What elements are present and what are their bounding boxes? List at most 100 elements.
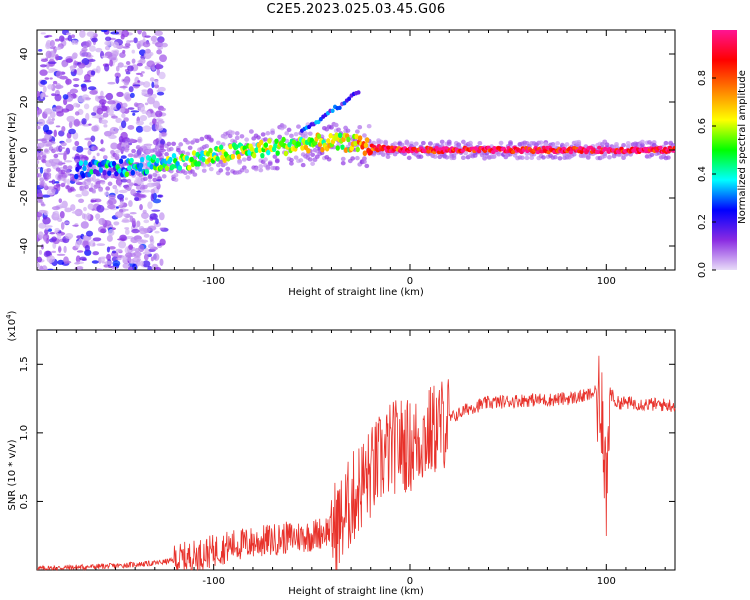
noise-cell	[128, 86, 134, 93]
halo-cell	[263, 137, 268, 142]
ridge-cell	[267, 138, 272, 144]
snr-x-ticks: -100 0 100	[36, 330, 666, 587]
noise-cell	[154, 61, 161, 65]
ridge-cell	[247, 149, 252, 156]
noise-cell	[123, 208, 129, 212]
halo-cell	[380, 152, 386, 157]
halo-cell	[62, 164, 68, 170]
noise-cell	[106, 253, 111, 261]
noise-cell	[63, 245, 67, 254]
noise-cell	[129, 212, 137, 215]
noise-cell	[91, 112, 97, 116]
ridge-cell	[251, 152, 257, 159]
halo-cell	[538, 140, 544, 145]
halo-cell	[131, 148, 136, 154]
halo-cell	[253, 167, 259, 172]
ridge-cell	[300, 145, 305, 151]
noise-cell	[107, 100, 116, 105]
ridge-cell	[89, 168, 94, 175]
noise-cell	[129, 40, 135, 43]
noise-cell	[58, 198, 63, 204]
y-tick-label: -20	[19, 190, 30, 206]
noise-cell	[131, 49, 136, 54]
noise-cell	[147, 88, 154, 96]
noise-cell	[107, 81, 116, 85]
snr-x-label: Height of straight line (km)	[288, 586, 424, 597]
noise-cell	[85, 230, 94, 237]
halo-cell	[289, 133, 294, 139]
noise-cell	[134, 196, 140, 202]
halo-cell	[241, 157, 247, 162]
noise-cell	[72, 78, 80, 82]
noise-cell	[129, 92, 135, 98]
noise-cell	[136, 62, 143, 67]
ridge-cell	[164, 165, 170, 172]
noise-cell	[44, 228, 49, 235]
ridge-cell	[275, 150, 280, 156]
noise-cell	[140, 71, 145, 74]
noise-cell	[54, 38, 60, 42]
noise-cell	[155, 110, 163, 118]
ridge-cell	[357, 135, 363, 141]
noise-cell	[75, 145, 84, 153]
noise-cell	[71, 34, 76, 39]
noise-cell	[155, 63, 161, 70]
noise-cell	[124, 228, 130, 235]
noise-cell	[146, 182, 156, 188]
halo-cell	[468, 140, 473, 146]
ridge-cell	[568, 150, 574, 155]
noise-cell	[71, 53, 77, 60]
noise-cell	[73, 118, 80, 127]
halo-cell	[272, 154, 278, 159]
noise-cell	[108, 246, 116, 250]
noise-cell	[40, 92, 44, 100]
noise-cell	[149, 213, 158, 220]
noise-cell	[56, 110, 64, 117]
noise-cell	[159, 258, 164, 266]
noise-cell	[89, 45, 96, 52]
noise-cell	[110, 142, 119, 150]
noise-cell	[42, 216, 51, 225]
halo-cell	[46, 174, 52, 180]
halo-cell	[187, 145, 193, 150]
noise-cell	[51, 250, 57, 253]
halo-cell	[74, 178, 80, 183]
ridge-cell	[343, 147, 349, 153]
noise-cell	[116, 103, 122, 111]
y-tick-label: 0.5	[19, 493, 30, 509]
noise-cell	[59, 211, 65, 219]
halo-cell	[555, 141, 561, 146]
noise-cell	[100, 119, 108, 125]
noise-cell	[37, 90, 41, 98]
noise-cell	[88, 123, 92, 126]
x-tick-label: 0	[407, 276, 413, 287]
ridge-cell	[81, 172, 86, 179]
noise-cell	[116, 91, 124, 98]
halo-cell	[37, 151, 40, 156]
noise-cell	[156, 91, 165, 96]
y-tick-label: -40	[19, 238, 30, 254]
noise-cell	[37, 118, 46, 126]
halo-cell	[326, 157, 332, 162]
x-tick-label: 100	[597, 576, 616, 587]
halo-cell	[640, 139, 645, 145]
noise-cell	[84, 245, 90, 252]
halo-cell	[444, 155, 450, 160]
halo-cell	[79, 154, 85, 159]
ridge-cell	[130, 169, 135, 176]
halo-cell	[564, 142, 570, 147]
noise-cell	[90, 70, 96, 76]
noise-cell	[118, 189, 128, 194]
noise-cell	[122, 49, 126, 54]
halo-cell	[102, 155, 108, 160]
snr-frame	[36, 329, 676, 571]
noise-cell	[87, 149, 92, 156]
noise-cell	[63, 150, 68, 157]
halo-cell	[234, 131, 240, 136]
ridge-cell	[107, 170, 112, 176]
noise-cell	[84, 137, 93, 141]
halo-cell	[201, 163, 207, 168]
snr-panel: -100 0 100 0.5 1.0 1.5 Height of straight li…	[5, 310, 676, 597]
halo-cell	[296, 124, 301, 129]
noise-cell	[130, 236, 139, 244]
